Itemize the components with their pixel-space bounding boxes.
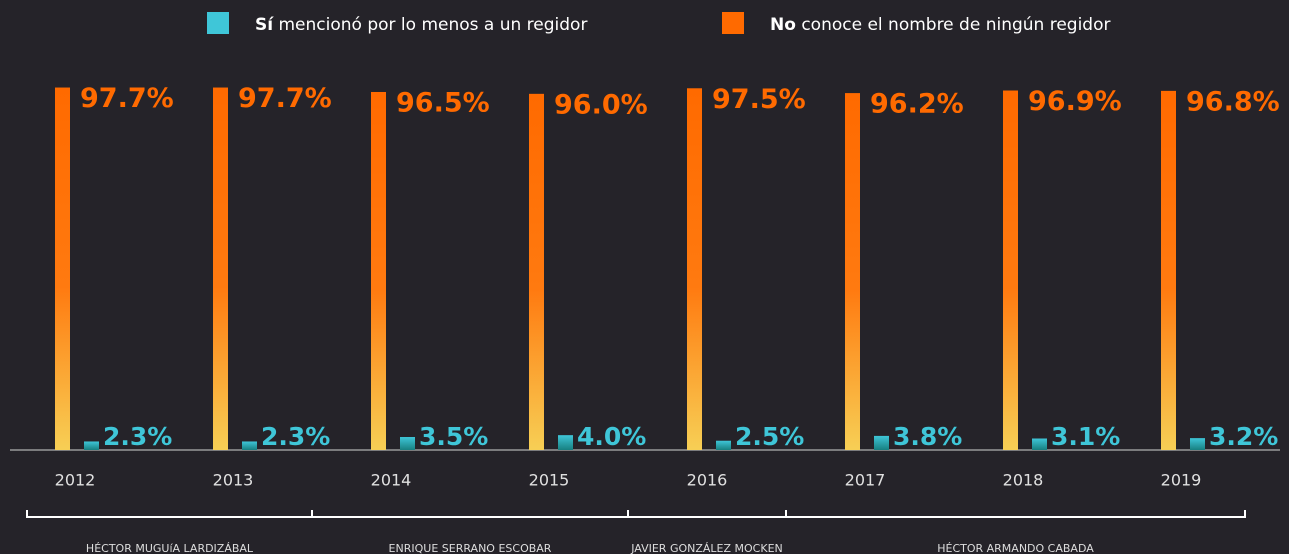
value-label: 3.8% xyxy=(893,422,962,451)
legend-label: No conoce el nombre de ningún regidor xyxy=(770,15,1111,35)
period-label: JAVIER GONZÁLEZ MOCKEN xyxy=(630,542,783,554)
value-label: 97.5% xyxy=(712,84,806,115)
value-label: 97.7% xyxy=(238,83,332,114)
value-label: 2.5% xyxy=(735,422,804,451)
bar xyxy=(371,91,386,451)
value-label: 96.9% xyxy=(1028,86,1122,117)
x-tick-label: 2018 xyxy=(1003,471,1044,490)
x-tick-label: 2012 xyxy=(55,471,96,490)
bar xyxy=(1161,90,1176,450)
legend-swatch xyxy=(207,12,229,34)
period-label: HÉCTOR ARMANDO CABADA xyxy=(937,542,1094,554)
value-label: 96.5% xyxy=(396,87,490,118)
bar xyxy=(845,93,860,451)
value-label: 2.3% xyxy=(261,422,330,451)
x-tick-label: 2016 xyxy=(687,471,728,490)
value-label: 97.7% xyxy=(80,83,174,114)
value-label: 2.3% xyxy=(103,422,172,451)
bar xyxy=(716,440,731,450)
value-label: 96.8% xyxy=(1186,86,1280,117)
bar xyxy=(84,441,99,450)
bar xyxy=(687,88,702,451)
value-label: 3.5% xyxy=(419,422,488,451)
value-label: 4.0% xyxy=(577,422,646,451)
x-tick-label: 2013 xyxy=(213,471,254,490)
bar xyxy=(874,435,889,450)
bar xyxy=(213,87,228,451)
bar xyxy=(529,93,544,450)
value-label: 3.1% xyxy=(1051,422,1120,451)
bar xyxy=(1032,438,1047,450)
legend-label: Sí mencionó por lo menos a un regidor xyxy=(255,15,587,35)
value-label: 96.2% xyxy=(870,89,964,120)
x-tick-label: 2019 xyxy=(1161,471,1202,490)
legend-swatch xyxy=(722,12,744,34)
bar xyxy=(1003,90,1018,450)
bar xyxy=(558,435,573,450)
x-tick-label: 2017 xyxy=(845,471,886,490)
bar xyxy=(1190,438,1205,450)
x-tick-label: 2014 xyxy=(371,471,412,490)
bar xyxy=(400,437,415,450)
period-bracket xyxy=(785,510,1246,518)
bar xyxy=(242,441,257,450)
period-label: ENRIQUE SERRANO ESCOBAR xyxy=(389,542,552,554)
value-label: 96.0% xyxy=(554,89,648,120)
period-label: HÉCTOR MUGUíA LARDIZÁBAL xyxy=(86,542,254,554)
bar xyxy=(55,87,70,451)
x-tick-label: 2015 xyxy=(529,471,570,490)
value-label: 3.2% xyxy=(1209,422,1278,451)
